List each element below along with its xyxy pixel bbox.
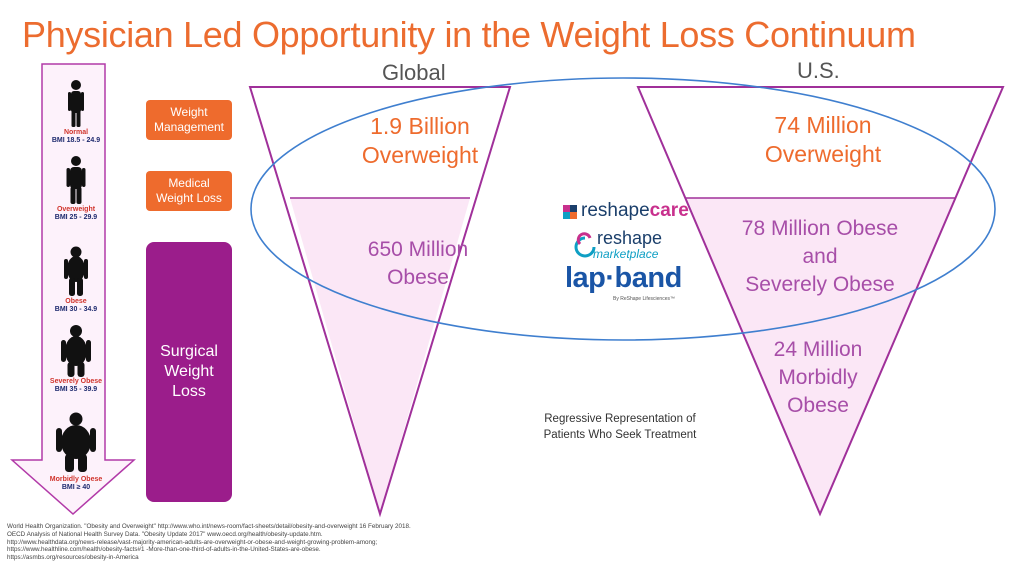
bmi-label-normal: Normal BMI 18.5 - 24.9: [26, 129, 126, 145]
bmi-range: BMI 35 - 39.9: [54, 386, 98, 393]
page-title: Physician Led Opportunity in the Weight …: [22, 14, 916, 55]
us-overweight-text: 74 Million Overweight: [723, 111, 923, 169]
text-line: Severely Obese: [745, 273, 895, 296]
bmi-category: Severely Obese: [49, 378, 103, 385]
global-header: Global: [382, 60, 446, 85]
bmi-label-obese: Obese BMI 30 - 34.9: [26, 298, 126, 314]
brand-word: reshape: [581, 200, 650, 221]
morbidly-obese-body-icon: [56, 412, 96, 472]
brand-word: reshape: [597, 228, 663, 248]
global-triangle: [248, 86, 512, 518]
global-triangle-obese-fill: [290, 198, 470, 514]
bmi-range: BMI 25 - 29.9: [54, 214, 98, 221]
global-obese-text: 650 Million Obese: [318, 236, 518, 292]
weight-management-box: Weight Management: [146, 100, 232, 140]
text-line: Overweight: [361, 142, 479, 168]
stage-line: Management: [153, 120, 225, 134]
stage-line: Weight Loss: [156, 191, 222, 205]
reference-line: World Health Organization. "Obesity and …: [7, 523, 411, 530]
bmi-range: BMI ≥ 40: [61, 484, 91, 491]
normal-body-icon: [68, 80, 84, 127]
bmi-category: Obese: [65, 298, 87, 305]
brand-word: care: [649, 200, 689, 221]
bmi-category: Overweight: [56, 206, 96, 213]
text-line: 650 Million: [367, 238, 469, 261]
text-line: Obese: [387, 266, 449, 289]
obese-body-icon: [64, 246, 88, 296]
medical-weight-loss-box: Medical Weight Loss: [146, 171, 232, 211]
text-line: Obese: [787, 394, 849, 417]
bmi-range: BMI 18.5 - 24.9: [51, 137, 101, 144]
text-line: 78 Million Obese: [741, 217, 899, 240]
physician-opportunity-ellipse: [250, 77, 996, 341]
bmi-range: BMI 30 - 34.9: [54, 306, 98, 313]
references: World Health Organization. "Obesity and …: [7, 523, 567, 562]
bmi-category: Normal: [63, 129, 89, 136]
lapband-tagline: By ReShape Lifesciences™: [613, 296, 675, 302]
stage-line: Loss: [172, 383, 206, 400]
text-line: Overweight: [764, 141, 882, 167]
text-line: 74 Million: [774, 112, 872, 138]
surgical-weight-loss-box: Surgical Weight Loss: [146, 242, 232, 502]
text-line: Morbidly: [778, 366, 858, 389]
stage-line: Surgical: [160, 343, 218, 360]
severely-obese-body-icon: [61, 325, 91, 377]
bmi-label-morbidly-obese: Morbidly Obese BMI ≥ 40: [26, 476, 126, 492]
note-line: Regressive Representation of: [544, 413, 696, 425]
bmi-label-severely-obese: Severely Obese BMI 35 - 39.9: [26, 378, 126, 394]
text-line: 1.9 Billion: [370, 113, 470, 139]
global-overweight-text: 1.9 Billion Overweight: [320, 112, 520, 170]
regressive-representation-note: Regressive Representation of Patients Wh…: [505, 411, 735, 443]
us-morbid-text: 24 Million Morbidly Obese: [718, 336, 918, 420]
reference-line: OECD Analysis of National Health Survey …: [7, 530, 323, 538]
bmi-label-overweight: Overweight BMI 25 - 29.9: [26, 206, 126, 222]
reshapecare-logo: reshapecare: [563, 200, 689, 222]
text-line: and: [802, 245, 838, 268]
us-header: U.S.: [797, 58, 840, 83]
us-triangle: [636, 86, 1005, 517]
us-obese-text: 78 Million Obese and Severely Obese: [705, 215, 935, 299]
lapband-logo: lap·band: [565, 262, 682, 294]
brand-word: marketplace: [593, 247, 659, 261]
reshape-marketplace-logo: reshape marketplace: [575, 228, 663, 262]
reference-line: https://asmbs.org/resources/obesity-in-A…: [7, 554, 139, 562]
reshapecare-logo-icon: [563, 205, 577, 219]
body-silhouettes: [56, 80, 96, 472]
overweight-body-icon: [66, 156, 86, 204]
note-line: Patients Who Seek Treatment: [543, 429, 697, 441]
stage-line: Medical: [168, 176, 210, 190]
text-line: 24 Million: [773, 338, 863, 361]
stage-line: Weight: [170, 105, 208, 119]
stage-line: Weight: [164, 363, 214, 380]
reshape-marketplace-logo-icon: [574, 232, 596, 258]
reference-line: https://www.healthline.com/health/obesit…: [7, 546, 321, 554]
reference-line: http://www.healthdata.org/news-release/v…: [7, 538, 378, 546]
us-triangle-obese-fill: [685, 198, 956, 514]
bmi-category: Morbidly Obese: [49, 476, 103, 483]
